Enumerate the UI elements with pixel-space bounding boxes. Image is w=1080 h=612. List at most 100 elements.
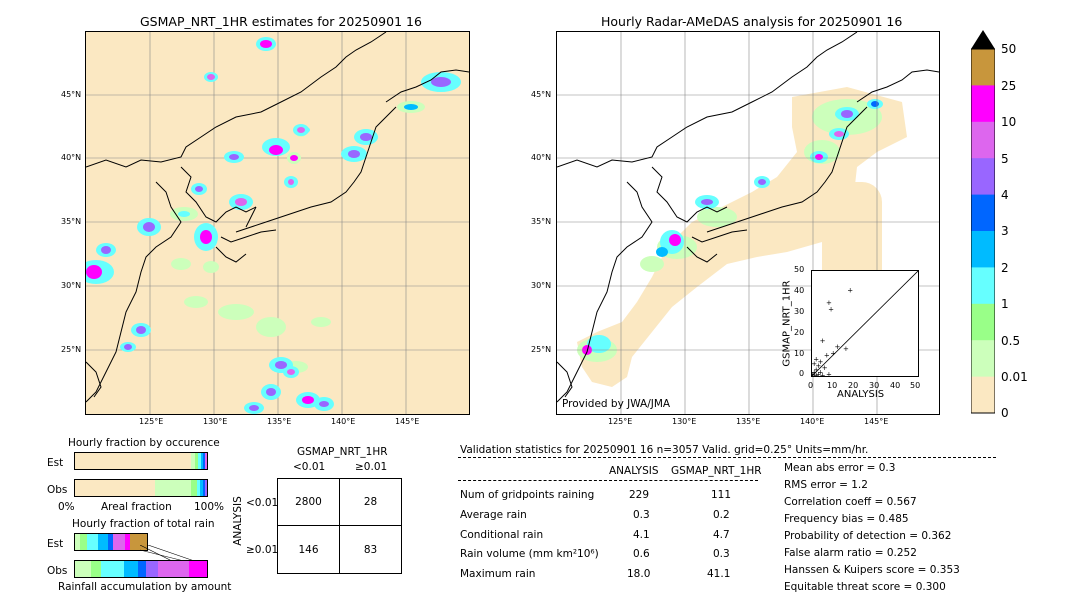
score-line: Mean abs error = 0.3	[784, 462, 896, 474]
occurrence-est-label: Est	[47, 457, 64, 469]
cb-label-0.5: 0.5	[1001, 334, 1021, 348]
left-map-coastline	[86, 32, 469, 403]
score-line: RMS error = 1.2	[784, 479, 868, 491]
validation-row-analysis: 0.6	[633, 548, 650, 560]
validation-row-analysis: 229	[629, 489, 650, 501]
occurrence-obs-label: Obs	[47, 484, 68, 496]
validation-row-gsmap: 111	[711, 489, 732, 501]
left-lon-145: 145°E	[395, 417, 420, 426]
left-lat-25: 25°N	[61, 345, 82, 354]
right-lat-25: 25°N	[531, 345, 552, 354]
cb-label-0.01: 0.01	[1001, 370, 1028, 384]
colorbar-segment	[971, 49, 995, 86]
scatter-xtick-40: 40	[890, 381, 901, 390]
scatter-ytick-10: 10	[794, 349, 805, 358]
colorbar-segment	[971, 303, 995, 341]
score-line: Probability of detection = 0.362	[784, 530, 952, 542]
right-lat-40: 40°N	[531, 153, 552, 162]
occurrence-axis-mid: Areal fraction	[101, 501, 172, 513]
contingency-row2: ≥0.01	[246, 544, 279, 556]
total-rain-axis: Rainfall accumulation by amount	[58, 581, 232, 593]
left-map-svg	[86, 32, 469, 414]
validation-row-label: Maximum rain	[460, 568, 536, 580]
score-line: Correlation coeff = 0.567	[784, 496, 917, 508]
right-map-coastline	[557, 32, 939, 403]
scatter-xtick-10: 10	[827, 381, 838, 390]
colorbar-segment	[971, 340, 995, 378]
scatter-point: +	[812, 370, 815, 376]
contingency-row-label: ANALYSIS	[231, 496, 244, 546]
scatter-point: +	[826, 370, 832, 376]
colorbar	[970, 30, 996, 414]
validation-row-gsmap: 4.7	[713, 529, 730, 541]
scatter-point: +	[812, 368, 817, 376]
validation-row-label: Rain volume (mm km²10⁶)	[460, 548, 599, 560]
left-lat-30: 30°N	[61, 281, 82, 290]
scatter-xtick-0: 0	[808, 381, 814, 390]
cb-label-5: 5	[1001, 152, 1009, 166]
contingency-col2: ≥0.01	[355, 461, 388, 473]
right-lon-140: 140°E	[800, 417, 825, 426]
right-lat-30: 30°N	[531, 281, 552, 290]
scatter-inset: +++++++++++++++++++++++	[809, 270, 919, 381]
scatter-point: +	[812, 360, 817, 368]
score-line: False alarm ratio = 0.252	[784, 547, 917, 559]
left-map	[85, 31, 470, 415]
colorbar-segment	[971, 158, 995, 196]
colorbar-segment	[971, 85, 995, 123]
validation-row-analysis: 18.0	[627, 568, 651, 580]
left-lon-125: 125°E	[139, 417, 164, 426]
left-lon-140: 140°E	[331, 417, 356, 426]
contingency-col1: <0.01	[293, 461, 326, 473]
scatter-point: +	[812, 370, 816, 376]
scatter-point: +	[822, 364, 828, 372]
scatter-xtick-20: 20	[848, 381, 859, 390]
left-lat-35: 35°N	[61, 217, 82, 226]
scatter-ytick-30: 30	[794, 307, 805, 316]
validation-row-analysis: 0.3	[633, 509, 650, 521]
scatter-point: +	[818, 358, 824, 366]
right-map-rain	[582, 99, 883, 355]
colorbar-segment	[971, 231, 995, 268]
scatter-point: +	[820, 337, 826, 345]
right-lat-45: 45°N	[531, 90, 552, 99]
scatter-xtick-30: 30	[869, 381, 880, 390]
right-lon-145: 145°E	[864, 417, 889, 426]
left-map-rain	[86, 37, 461, 414]
contingency-cell-c: 146	[277, 525, 340, 574]
validation-row-label: Num of gridpoints raining	[460, 489, 595, 501]
cb-label-4: 4	[1001, 188, 1009, 202]
colorbar-segment	[971, 194, 995, 232]
contingency-header: GSMAP_NRT_1HR	[297, 446, 388, 458]
scatter-diagonal	[811, 270, 919, 377]
scatter-ytick-0: 0	[799, 369, 805, 378]
validation-row-analysis: 4.1	[633, 529, 650, 541]
total-rain-obs-bar	[74, 560, 208, 578]
right-lon-125: 125°E	[608, 417, 633, 426]
cb-label-0: 0	[1001, 406, 1009, 420]
cb-label-3: 3	[1001, 224, 1009, 238]
score-line: Equitable threat score = 0.300	[784, 581, 946, 593]
cb-label-50: 50	[1001, 42, 1017, 56]
cb-label-10: 10	[1001, 115, 1017, 129]
colorbar-svg	[970, 30, 996, 414]
total-rain-est-bar	[74, 533, 148, 551]
left-lat-40: 40°N	[61, 153, 82, 162]
right-lon-130: 130°E	[672, 417, 697, 426]
validation-col-rule	[458, 480, 758, 481]
scatter-ytick-50: 50	[794, 265, 805, 274]
scatter-point: +	[830, 349, 836, 357]
left-lon-135: 135°E	[267, 417, 292, 426]
left-map-grid	[86, 32, 469, 414]
validation-header-rule	[458, 457, 996, 458]
cb-label-1: 1	[1001, 297, 1009, 311]
colorbar-segment	[971, 267, 995, 305]
scatter-xtick-50: 50	[910, 381, 921, 390]
colorbar-segment	[971, 376, 995, 414]
validation-row-gsmap: 41.1	[707, 568, 731, 580]
validation-col-analysis: ANALYSIS	[609, 465, 659, 477]
contingency-cell-a: 2800	[277, 478, 340, 526]
right-map-credit: Provided by JWA/JMA	[562, 398, 671, 410]
cb-label-2: 2	[1001, 261, 1009, 275]
occurrence-est-bar	[74, 452, 208, 470]
